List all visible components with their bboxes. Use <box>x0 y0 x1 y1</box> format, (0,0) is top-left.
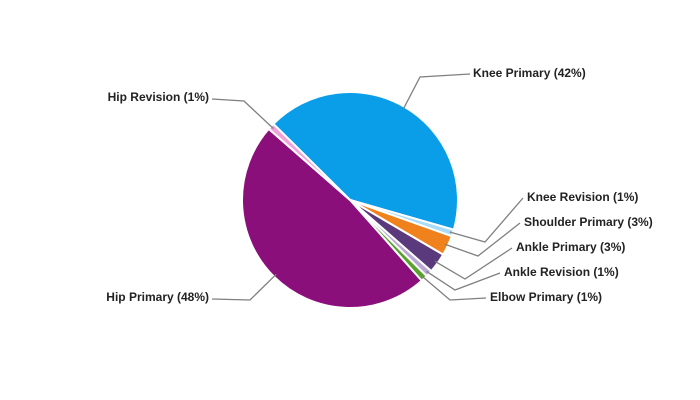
data-label: Elbow Primary (1%) <box>490 290 602 304</box>
leader-line <box>444 222 521 257</box>
leader-line <box>421 275 487 301</box>
data-label: Knee Primary (42%) <box>473 66 586 80</box>
leader-line <box>449 197 524 243</box>
data-label: Hip Primary (48%) <box>106 290 209 304</box>
data-label: Knee Revision (1%) <box>527 190 638 204</box>
leader-line <box>426 270 501 291</box>
data-label: Hip Revision (1%) <box>108 90 209 104</box>
data-label: Ankle Primary (3%) <box>516 240 625 254</box>
data-label: Ankle Revision (1%) <box>504 265 619 279</box>
data-label: Shoulder Primary (3%) <box>524 215 653 229</box>
leader-line <box>434 247 513 280</box>
leader-line <box>211 273 277 301</box>
leader-line <box>402 73 471 110</box>
leader-line <box>211 98 274 130</box>
